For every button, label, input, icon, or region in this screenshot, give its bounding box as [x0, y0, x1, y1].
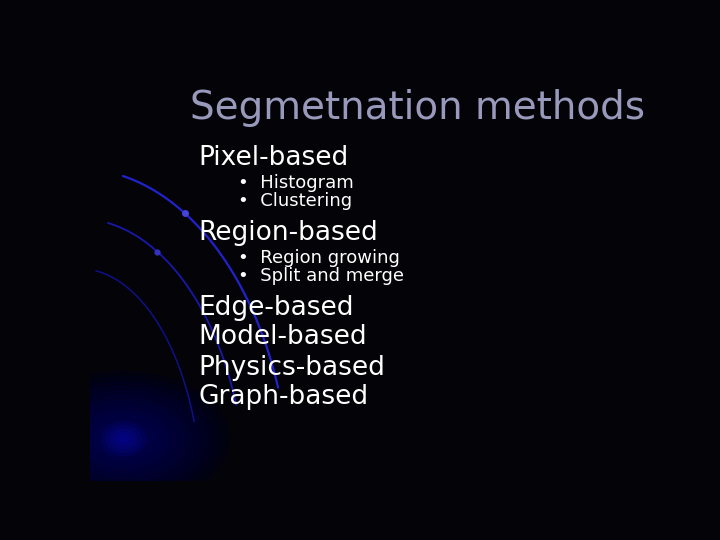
- Text: Edge-based: Edge-based: [199, 295, 354, 321]
- Text: •  Region growing: • Region growing: [238, 249, 400, 267]
- Text: Segmetnation methods: Segmetnation methods: [190, 90, 645, 127]
- Text: Graph-based: Graph-based: [199, 384, 369, 410]
- Text: •  Clustering: • Clustering: [238, 192, 352, 210]
- Text: •  Split and merge: • Split and merge: [238, 267, 404, 285]
- Ellipse shape: [110, 429, 137, 449]
- Text: Region-based: Region-based: [199, 220, 379, 246]
- Ellipse shape: [119, 436, 128, 442]
- Ellipse shape: [101, 422, 145, 456]
- Text: Physics-based: Physics-based: [199, 355, 386, 381]
- Ellipse shape: [114, 433, 132, 446]
- Text: •  Histogram: • Histogram: [238, 174, 354, 192]
- Text: Pixel-based: Pixel-based: [199, 145, 349, 171]
- Text: Model-based: Model-based: [199, 324, 367, 350]
- Ellipse shape: [106, 426, 141, 453]
